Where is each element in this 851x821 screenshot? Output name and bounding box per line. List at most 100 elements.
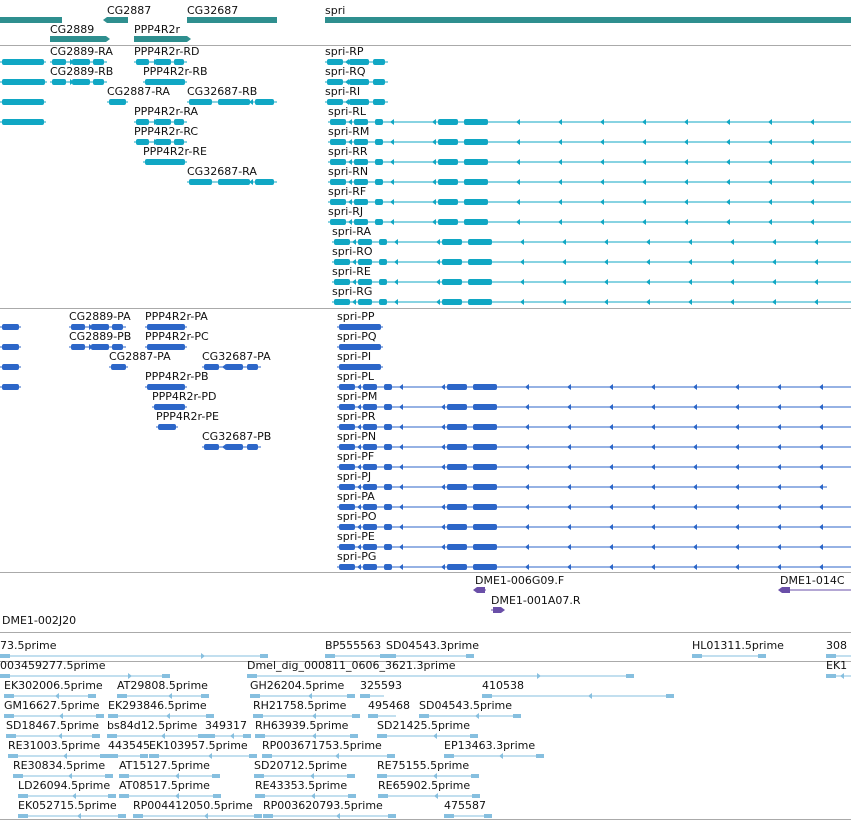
- feature-rp003671753-5prime[interactable]: RP003671753.5prime: [262, 739, 395, 759]
- feature-cg2887-ra[interactable]: CG2887-RA: [107, 85, 170, 105]
- est-block[interactable]: [536, 754, 544, 758]
- feature-unlabeled[interactable]: [0, 59, 46, 65]
- feature-dme1-006g09-f[interactable]: DME1-006G09.F: [473, 574, 564, 593]
- exon-block[interactable]: [373, 79, 385, 85]
- exon-block[interactable]: [330, 159, 346, 165]
- feature-unlabeled[interactable]: [0, 99, 46, 105]
- exon-block[interactable]: [174, 59, 184, 65]
- exon-block[interactable]: [155, 139, 171, 145]
- exon-block[interactable]: [2, 384, 19, 390]
- exon-block[interactable]: [447, 464, 467, 470]
- feature-cg32687-pb[interactable]: CG32687-PB: [202, 430, 271, 450]
- exon-block[interactable]: [189, 179, 212, 185]
- exon-block[interactable]: [218, 99, 250, 105]
- exon-block[interactable]: [155, 59, 171, 65]
- est-block[interactable]: [96, 714, 104, 718]
- exon-block[interactable]: [375, 179, 383, 185]
- exon-block[interactable]: [136, 139, 149, 145]
- feature-ek302006-5prime[interactable]: EK302006.5prime: [4, 679, 103, 699]
- est-block[interactable]: [513, 714, 521, 718]
- est-block[interactable]: [8, 754, 18, 758]
- est-block[interactable]: [18, 794, 28, 798]
- protein-track[interactable]: CG2889-PA PPP4R2r-PA spri-PP CG2889-PB PPP4R…: [0, 310, 851, 570]
- exon-block[interactable]: [339, 544, 355, 550]
- exon-block[interactable]: [174, 119, 184, 125]
- exon-block[interactable]: [111, 364, 126, 370]
- est-block[interactable]: [201, 694, 209, 698]
- exon-block[interactable]: [330, 199, 346, 205]
- exon-block[interactable]: [358, 299, 372, 305]
- exon-block[interactable]: [363, 504, 377, 510]
- feature-cg2889-pa[interactable]: CG2889-PA: [69, 310, 131, 330]
- exon-block[interactable]: [373, 99, 385, 105]
- feature-cg32687-pa[interactable]: CG32687-PA: [202, 350, 271, 370]
- probe-block[interactable]: [782, 587, 790, 593]
- probe-block[interactable]: [493, 607, 501, 613]
- exon-block[interactable]: [327, 79, 343, 85]
- exon-block[interactable]: [384, 544, 392, 550]
- feature-spri-pq[interactable]: spri-PQ: [337, 330, 383, 350]
- feature-ppp4r2r-pa[interactable]: PPP4R2r-PA: [145, 310, 208, 330]
- transcript-track[interactable]: CG2889-RA PPP4R2r-RD spri-RP CG2889-RB PPP4R…: [0, 45, 851, 305]
- feature-spri-ri[interactable]: spri-RI: [325, 85, 388, 105]
- exon-block[interactable]: [204, 444, 219, 450]
- exon-block[interactable]: [93, 59, 104, 65]
- exon-block[interactable]: [247, 364, 258, 370]
- exon-block[interactable]: [447, 504, 467, 510]
- feature-spri-rf[interactable]: spri-RF: [328, 185, 851, 205]
- exon-block[interactable]: [339, 384, 355, 390]
- feature-ek293846-5prime[interactable]: EK293846.5prime: [108, 699, 214, 719]
- feature-at15127-5prime[interactable]: AT15127.5prime: [119, 759, 220, 779]
- feature-spri[interactable]: spri: [325, 4, 851, 23]
- feature-cg32687-rb[interactable]: CG32687-RB: [187, 85, 277, 105]
- exon-block[interactable]: [447, 564, 467, 570]
- feature-ek103957-5prime[interactable]: EK103957.5prime: [149, 739, 257, 759]
- feature-ppp4r2r-re[interactable]: PPP4R2r-RE: [143, 145, 207, 165]
- exon-block[interactable]: [363, 544, 377, 550]
- est-block[interactable]: [6, 734, 16, 738]
- feature-349317[interactable]: 349317: [205, 719, 251, 739]
- exon-block[interactable]: [349, 59, 369, 65]
- exon-block[interactable]: [447, 384, 467, 390]
- exon-block[interactable]: [91, 344, 109, 350]
- probe-block[interactable]: [477, 587, 485, 593]
- feature-dme1-014c[interactable]: DME1-014C: [778, 574, 851, 593]
- feature-spri-pn[interactable]: spri-PN: [337, 430, 851, 450]
- est-block[interactable]: [149, 754, 159, 758]
- feature-ppp4r2r[interactable]: PPP4R2r: [134, 23, 191, 42]
- feature-cg32687[interactable]: CG32687: [187, 4, 277, 23]
- est-block[interactable]: [260, 654, 268, 658]
- exon-block[interactable]: [189, 99, 212, 105]
- feature-rh21758-5prime[interactable]: RH21758.5prime: [253, 699, 360, 719]
- feature-ek052715-5prime[interactable]: EK052715.5prime: [18, 799, 126, 819]
- feature-unlabeled[interactable]: [0, 79, 47, 85]
- exon-block[interactable]: [354, 219, 368, 225]
- exon-block[interactable]: [354, 179, 368, 185]
- feature-at08517-5prime[interactable]: AT08517.5prime: [119, 779, 221, 799]
- feature-rh63939-5prime[interactable]: RH63939.5prime: [255, 719, 358, 739]
- feature-ek1[interactable]: EK1: [826, 659, 851, 679]
- exon-block[interactable]: [339, 444, 355, 450]
- gene-bar[interactable]: [187, 17, 277, 23]
- est-block[interactable]: [255, 734, 265, 738]
- est-block[interactable]: [444, 754, 454, 758]
- exon-block[interactable]: [2, 344, 19, 350]
- feature-cg2889-ra[interactable]: CG2889-RA: [50, 45, 113, 65]
- exon-block[interactable]: [379, 239, 387, 245]
- feature-spri-rr[interactable]: spri-RR: [328, 145, 851, 165]
- feature-ep13463-3prime[interactable]: EP13463.3prime: [444, 739, 544, 759]
- exon-block[interactable]: [438, 179, 458, 185]
- est-track[interactable]: 73.5prime BP555563 SD04543.3prime HL01311.5…: [0, 639, 851, 819]
- exon-block[interactable]: [2, 324, 19, 330]
- est-block[interactable]: [0, 654, 10, 658]
- est-block[interactable]: [482, 694, 492, 698]
- exon-block[interactable]: [363, 424, 377, 430]
- exon-block[interactable]: [155, 119, 171, 125]
- exon-block[interactable]: [112, 324, 123, 330]
- feature-re30834-5prime[interactable]: RE30834.5prime: [13, 759, 113, 779]
- exon-block[interactable]: [112, 344, 123, 350]
- est-block[interactable]: [368, 714, 378, 718]
- est-block[interactable]: [118, 814, 126, 818]
- exon-block[interactable]: [384, 424, 392, 430]
- exon-block[interactable]: [334, 279, 350, 285]
